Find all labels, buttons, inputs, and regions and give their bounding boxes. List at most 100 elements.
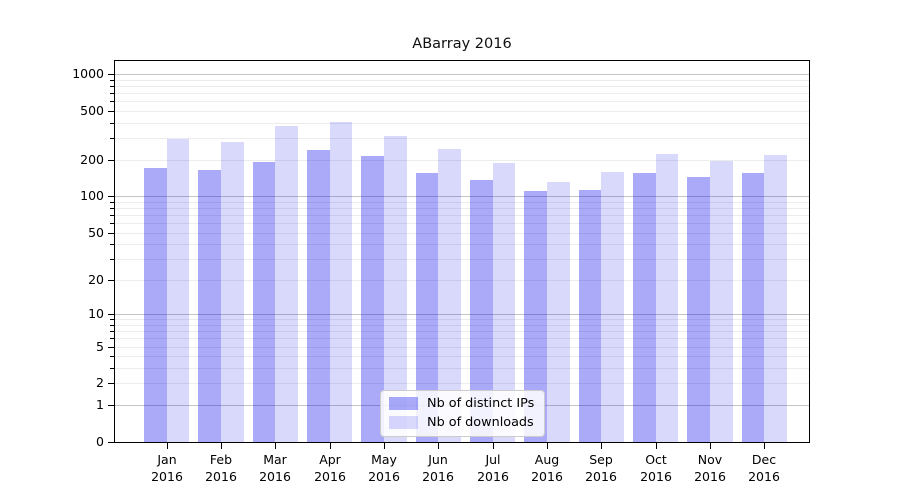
x-tick-year: 2016 <box>314 469 346 484</box>
x-tick-month: Dec <box>751 452 777 467</box>
major-gridline <box>115 314 809 315</box>
x-tick-month: Feb <box>209 452 233 467</box>
x-tick-month: Jan <box>157 452 177 467</box>
y-tick-label: 10 <box>88 306 104 321</box>
x-tick-mark <box>764 443 765 449</box>
x-tick-label: May 2016 <box>354 451 414 485</box>
y-minor-tick-mark <box>110 338 114 339</box>
bar-feb-distinct-ips <box>198 170 221 442</box>
plot-area <box>114 60 810 443</box>
legend: Nb of distinct IPs Nb of downloads <box>380 390 546 437</box>
y-tick-mark <box>108 442 114 443</box>
x-tick-mark <box>438 443 439 449</box>
legend-swatch-downloads-icon <box>389 416 418 429</box>
y-tick-mark <box>108 74 114 75</box>
x-tick-label: Jan 2016 <box>137 451 197 485</box>
y-tick-mark <box>108 233 114 234</box>
bar-may-downloads <box>384 135 407 442</box>
x-tick-year: 2016 <box>368 469 400 484</box>
x-tick-mark <box>167 443 168 449</box>
x-tick-label: Jun 2016 <box>408 451 468 485</box>
minor-gridline <box>115 208 809 209</box>
y-tick-mark <box>108 314 114 315</box>
bar-apr-distinct-ips <box>307 150 330 442</box>
x-tick-label: Jul 2016 <box>463 451 523 485</box>
minor-gridline <box>115 368 809 369</box>
bar-jun-distinct-ips <box>415 173 439 442</box>
x-tick-month: Sep <box>589 452 613 467</box>
x-tick-year: 2016 <box>748 469 780 484</box>
y-minor-tick-mark <box>110 138 114 139</box>
x-tick-year: 2016 <box>151 469 183 484</box>
minor-gridline <box>115 80 809 81</box>
x-tick-month: Oct <box>645 452 667 467</box>
y-tick-mark <box>108 111 114 112</box>
x-tick-label: Apr 2016 <box>300 451 360 485</box>
x-tick-label: Sep 2016 <box>571 451 631 485</box>
x-tick-label: Feb 2016 <box>191 451 251 485</box>
x-tick-month: Aug <box>534 452 560 467</box>
x-tick-mark <box>275 443 276 449</box>
x-tick-year: 2016 <box>259 469 291 484</box>
minor-gridline <box>115 244 809 245</box>
minor-gridline <box>115 101 809 102</box>
x-tick-year: 2016 <box>477 469 509 484</box>
bar-jun-downloads <box>438 149 461 442</box>
bar-dec-distinct-ips <box>741 173 765 442</box>
minor-gridline <box>115 215 809 216</box>
bar-aug-distinct-ips <box>524 190 547 442</box>
minor-gridline <box>115 356 809 357</box>
x-tick-mark <box>656 443 657 449</box>
y-tick-label: 5 <box>96 339 104 354</box>
bar-mar-downloads <box>275 126 298 442</box>
x-tick-month: Jun <box>428 452 448 467</box>
y-tick-mark <box>108 347 114 348</box>
x-tick-mark <box>330 443 331 449</box>
minor-gridline <box>115 259 809 260</box>
x-tick-label: Aug 2016 <box>517 451 577 485</box>
x-tick-mark <box>547 443 548 449</box>
y-minor-tick-mark <box>110 93 114 94</box>
major-gridline <box>115 74 809 75</box>
y-tick-label: 1 <box>96 397 104 412</box>
x-tick-month: Mar <box>263 452 287 467</box>
y-tick-label: 0 <box>96 434 104 449</box>
y-tick-mark <box>108 196 114 197</box>
y-minor-tick-mark <box>110 86 114 87</box>
x-tick-mark <box>601 443 602 449</box>
bar-sep-distinct-ips <box>578 189 602 442</box>
minor-gridline <box>115 347 809 348</box>
bar-aug-downloads <box>547 182 570 442</box>
y-tick-label: 1000 <box>72 66 104 81</box>
x-tick-mark <box>710 443 711 449</box>
minor-gridline <box>115 280 809 281</box>
minor-gridline <box>115 319 809 320</box>
grid-layer <box>115 61 809 442</box>
minor-gridline <box>115 331 809 332</box>
minor-gridline <box>115 202 809 203</box>
legend-swatch-distinct-ips-icon <box>389 397 418 410</box>
x-tick-mark <box>384 443 385 449</box>
y-tick-label: 100 <box>80 188 104 203</box>
x-tick-month: Nov <box>697 452 723 467</box>
bar-nov-downloads <box>710 160 733 442</box>
y-minor-tick-mark <box>110 202 114 203</box>
x-tick-label: Nov 2016 <box>680 451 740 485</box>
minor-gridline <box>115 111 809 112</box>
x-tick-mark <box>221 443 222 449</box>
y-tick-label: 200 <box>80 152 104 167</box>
x-tick-mark <box>493 443 494 449</box>
y-minor-tick-mark <box>110 223 114 224</box>
y-minor-tick-mark <box>110 259 114 260</box>
x-tick-year: 2016 <box>531 469 563 484</box>
y-tick-mark <box>108 383 114 384</box>
minor-gridline <box>115 138 809 139</box>
major-gridline <box>115 196 809 197</box>
y-tick-label: 2 <box>96 375 104 390</box>
y-minor-tick-mark <box>110 101 114 102</box>
minor-gridline <box>115 123 809 124</box>
y-tick-mark <box>108 160 114 161</box>
legend-row-distinct-ips: Nb of distinct IPs <box>389 396 534 411</box>
legend-label-downloads: Nb of downloads <box>427 415 534 430</box>
